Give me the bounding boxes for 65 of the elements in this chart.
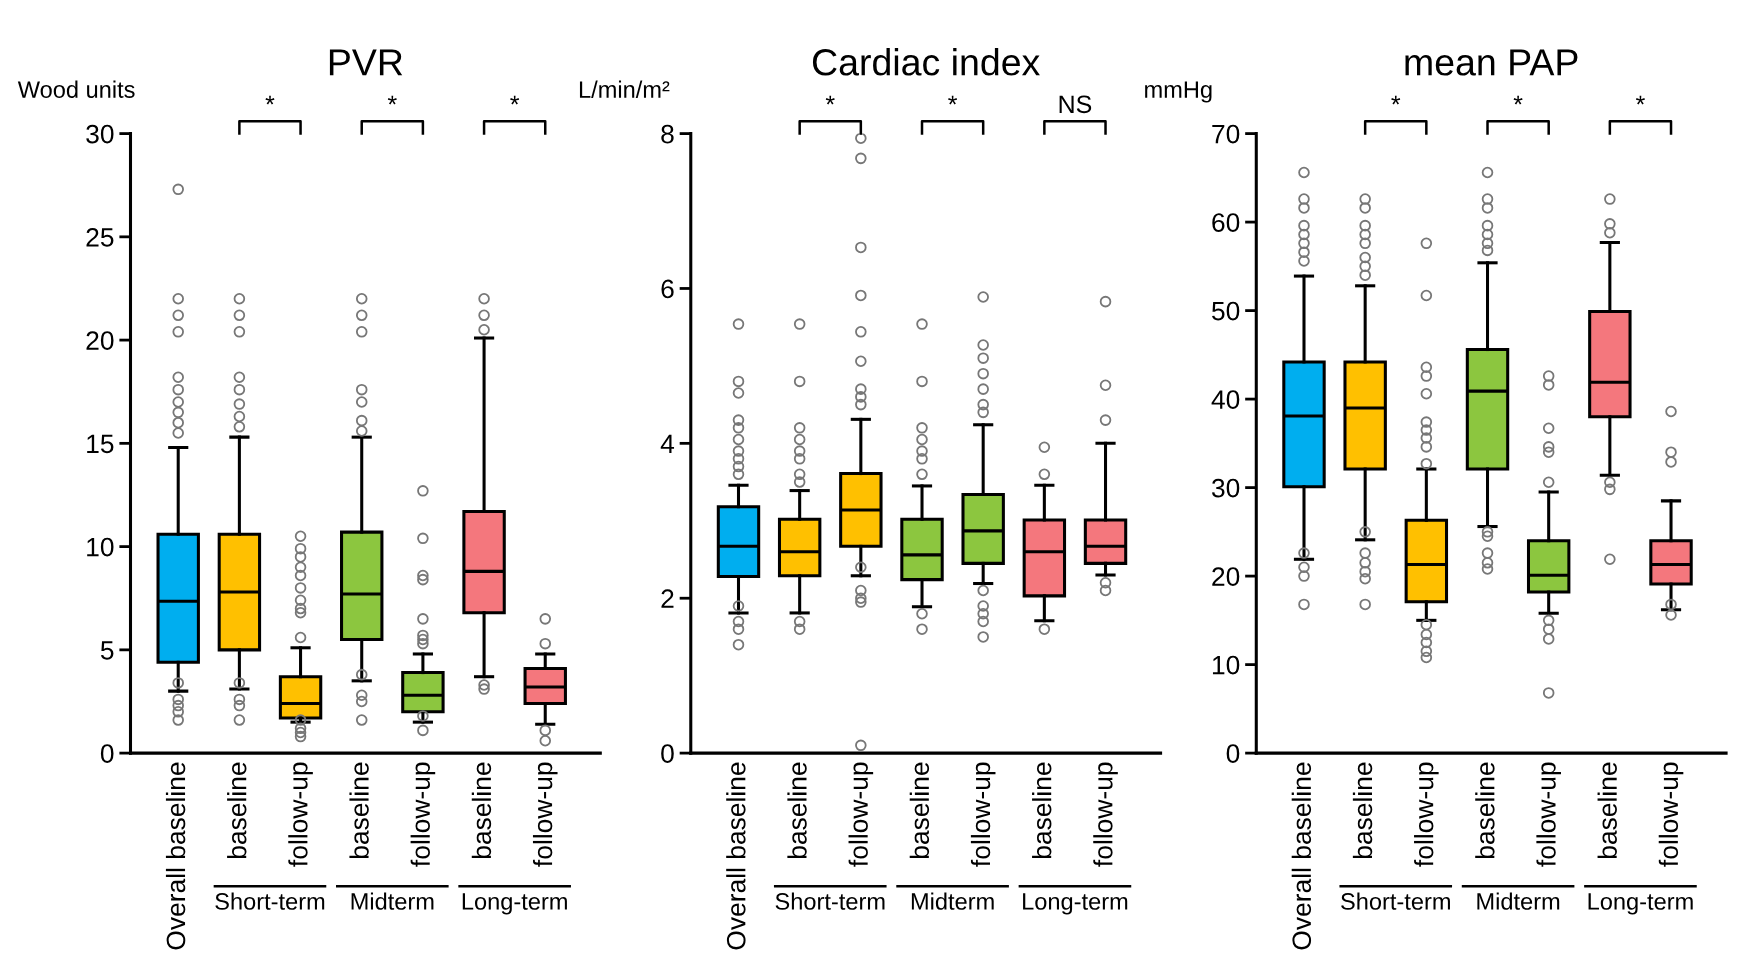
- text: Long-term: [1588, 893, 1693, 915]
- chart-title: PVR: [329, 49, 403, 76]
- x-tick-label: follow-up: [1536, 762, 1561, 867]
- text: *: [825, 95, 835, 105]
- y-axis-title: mmHg: [1145, 81, 1212, 103]
- y-tick-label: 8: [661, 124, 674, 144]
- x-tick-label: baseline: [349, 762, 369, 859]
- y-tick-label: 0: [100, 744, 114, 763]
- y-tick-label: 0: [661, 744, 674, 763]
- text: *: [1635, 95, 1645, 105]
- text: Midterm: [1477, 892, 1560, 910]
- x-tick-label: follow-up: [1658, 762, 1684, 867]
- y-tick-label: 30: [86, 124, 114, 144]
- x-tick-label: baseline: [1475, 762, 1495, 859]
- text: Long-term: [462, 893, 567, 915]
- text: NS: [1059, 95, 1092, 114]
- text: Short-term: [775, 892, 885, 910]
- x-tick-label: follow-up: [288, 762, 313, 867]
- y-tick-label: 0: [1226, 744, 1240, 763]
- x-tick-label: baseline: [227, 762, 247, 859]
- x-tick-label: follow-up: [970, 762, 996, 867]
- text: *: [1391, 95, 1401, 105]
- x-tick-label: baseline: [471, 762, 492, 859]
- text: Midterm: [351, 892, 434, 910]
- y-axis-title: Wood units: [17, 80, 135, 98]
- x-tick-label: follow-up: [848, 762, 874, 867]
- text: *: [265, 95, 275, 105]
- chart-title: mean PAP: [1405, 49, 1578, 76]
- text: *: [387, 95, 397, 105]
- x-tick-label: baseline: [1597, 762, 1617, 859]
- text: Midterm: [911, 892, 994, 910]
- x-tick-label: baseline: [1032, 762, 1052, 859]
- y-tick-label: 4: [660, 434, 675, 453]
- y-tick-label: 20: [1212, 567, 1240, 586]
- y-tick-label: 70: [1212, 124, 1240, 144]
- text: Short-term: [215, 892, 325, 910]
- text: *: [1513, 95, 1523, 105]
- x-tick-label: follow-up: [410, 762, 436, 867]
- x-tick-label: follow-up: [532, 762, 558, 867]
- y-tick-label: 6: [661, 279, 674, 299]
- y-tick-label: 30: [1211, 478, 1240, 498]
- y-tick-label: 60: [1212, 213, 1240, 232]
- x-tick-label: Overall baseline: [726, 762, 746, 950]
- text: *: [510, 95, 520, 105]
- y-tick-label: 15: [87, 434, 114, 454]
- chart-title: Cardiac index: [812, 48, 1040, 76]
- y-tick-label: 20: [86, 331, 114, 350]
- text: *: [948, 95, 958, 105]
- y-tick-label: 10: [1212, 655, 1240, 675]
- x-tick-label: Overall baseline: [165, 762, 186, 950]
- text: Long-term: [1023, 893, 1128, 915]
- y-tick-label: 25: [86, 227, 114, 247]
- text: Short-term: [1341, 892, 1450, 910]
- y-tick-label: 2: [661, 589, 674, 608]
- x-tick-label: baseline: [909, 762, 930, 859]
- x-tick-label: baseline: [787, 762, 807, 859]
- y-axis-title: L/min/m²: [579, 80, 670, 98]
- x-tick-label: follow-up: [1093, 762, 1118, 867]
- x-tick-label: follow-up: [1414, 762, 1439, 867]
- y-tick-label: 10: [87, 537, 114, 557]
- y-tick-label: 5: [100, 641, 114, 660]
- x-tick-label: Overall baseline: [1291, 762, 1312, 950]
- y-tick-label: 50: [1212, 301, 1240, 321]
- y-tick-label: 40: [1211, 390, 1240, 409]
- x-tick-label: baseline: [1352, 762, 1373, 859]
